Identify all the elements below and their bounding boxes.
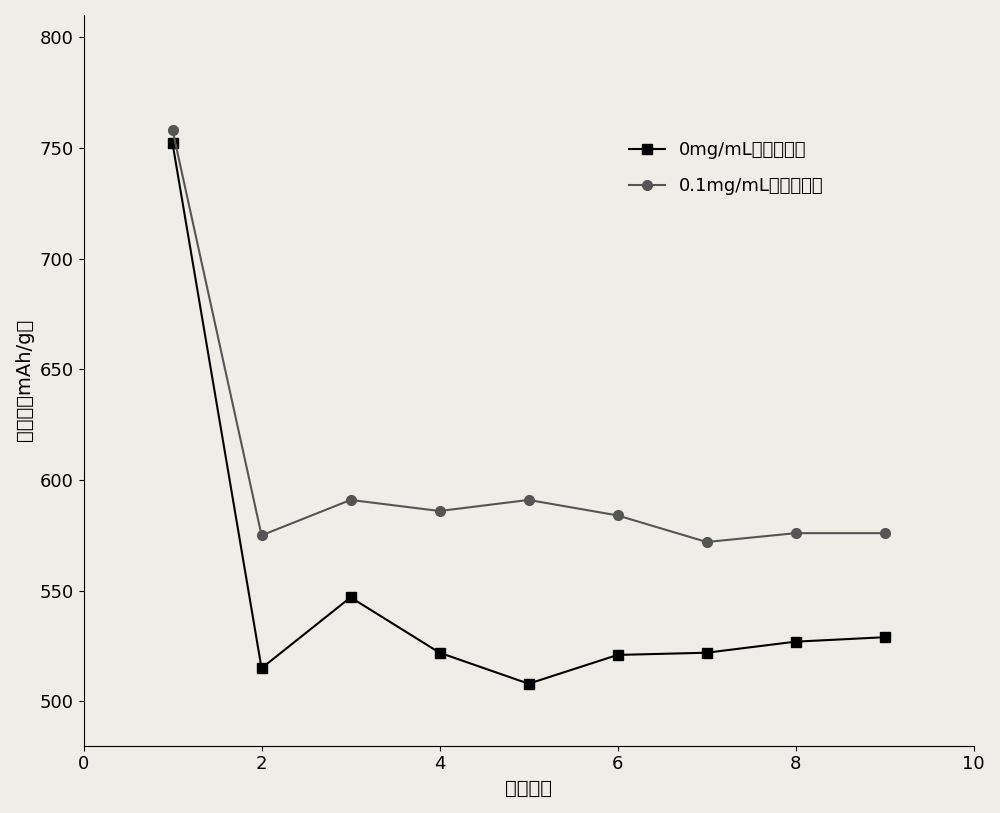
0.1mg/mL硝化苯乙烯	[167, 125, 179, 135]
0mg/mL硝化苯乙烯	[790, 637, 802, 646]
0.1mg/mL硝化苯乙烯	[612, 511, 624, 520]
0mg/mL硝化苯乙烯	[434, 648, 446, 658]
0mg/mL硝化苯乙烯	[701, 648, 713, 658]
Line: 0.1mg/mL硝化苯乙烯: 0.1mg/mL硝化苯乙烯	[168, 125, 890, 547]
X-axis label: 循环次数: 循环次数	[505, 779, 552, 798]
0mg/mL硝化苯乙烯	[523, 679, 535, 689]
Line: 0mg/mL硝化苯乙烯: 0mg/mL硝化苯乙烯	[168, 138, 890, 689]
0mg/mL硝化苯乙烯	[345, 593, 357, 602]
0.1mg/mL硝化苯乙烯	[256, 531, 268, 541]
0mg/mL硝化苯乙烯	[879, 633, 891, 642]
Legend: 0mg/mL硝化苯乙烯, 0.1mg/mL硝化苯乙烯: 0mg/mL硝化苯乙烯, 0.1mg/mL硝化苯乙烯	[622, 133, 831, 202]
0.1mg/mL硝化苯乙烯	[345, 495, 357, 505]
0mg/mL硝化苯乙烯	[167, 138, 179, 148]
0.1mg/mL硝化苯乙烯	[879, 528, 891, 538]
0.1mg/mL硝化苯乙烯	[434, 506, 446, 516]
0mg/mL硝化苯乙烯	[256, 663, 268, 673]
0.1mg/mL硝化苯乙烯	[790, 528, 802, 538]
0.1mg/mL硝化苯乙烯	[523, 495, 535, 505]
Y-axis label: 比容量（mAh/g）: 比容量（mAh/g）	[15, 320, 34, 441]
0.1mg/mL硝化苯乙烯	[701, 537, 713, 547]
0mg/mL硝化苯乙烯	[612, 650, 624, 660]
